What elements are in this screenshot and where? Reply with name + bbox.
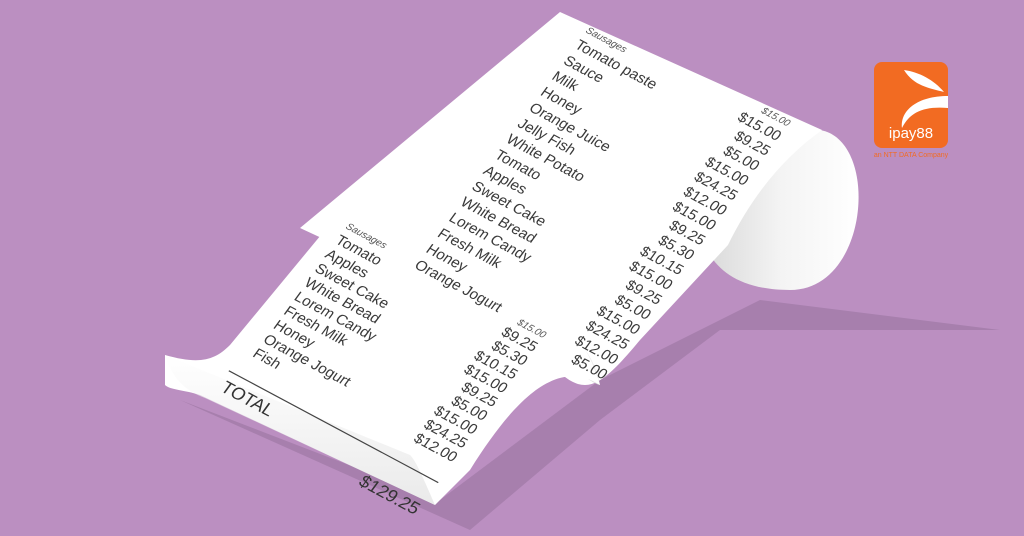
logo-text: ipay88 [888,125,934,142]
shadow [180,300,1000,530]
ipay88-logo: ipay88 [874,62,948,148]
receipt-lower-sheet [165,218,600,505]
receipt-upper-sheet [300,12,822,385]
logo-tagline: an NTT DATA Company [873,152,949,159]
receipt-top-text: Sausages Tomato pasteSauceMilkHoneyOrang… [411,26,792,383]
receipt-curl [165,355,435,505]
total-divider [228,370,439,484]
logo-swoosh-icon [901,70,948,128]
paper-roll [705,130,859,290]
